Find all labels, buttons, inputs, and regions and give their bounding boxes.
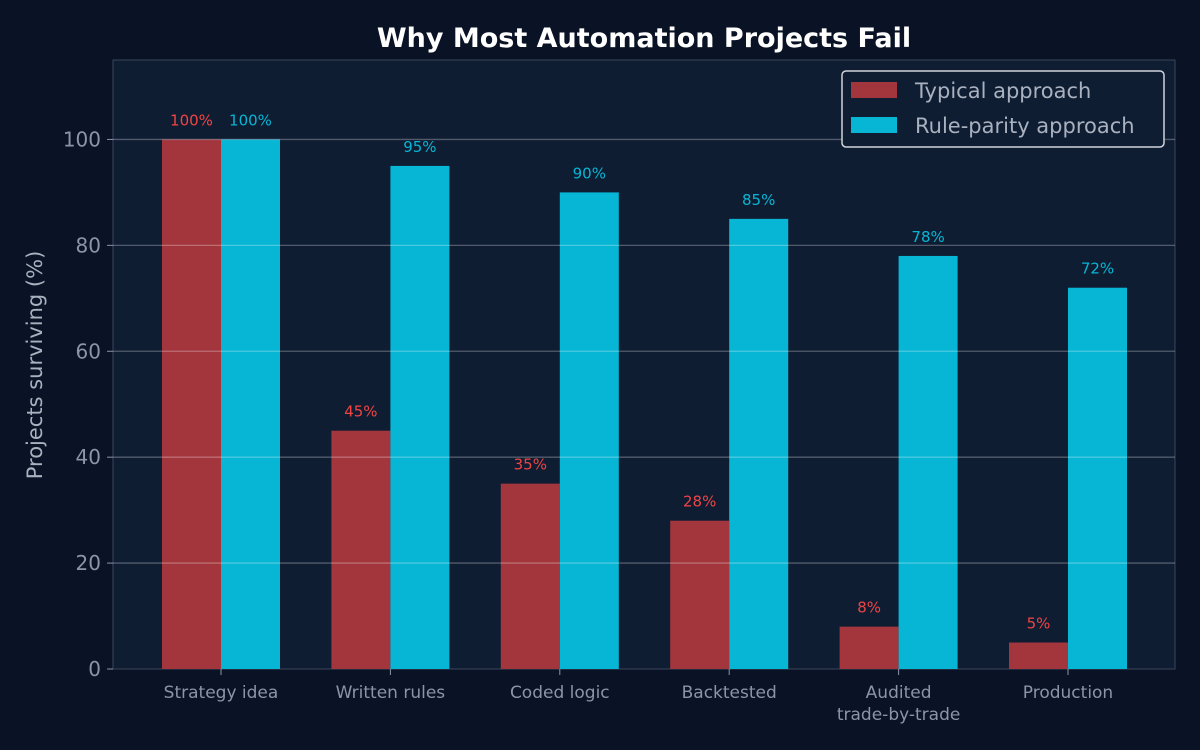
data-label: 78% bbox=[911, 228, 944, 246]
bar-rule-parity-0 bbox=[221, 139, 280, 669]
data-label: 5% bbox=[1027, 615, 1051, 633]
y-tick-label: 20 bbox=[76, 551, 101, 575]
y-tick-label: 40 bbox=[76, 445, 101, 469]
y-tick-label: 80 bbox=[76, 233, 101, 257]
x-tick-label: Strategy idea bbox=[164, 683, 279, 703]
bar-rule-parity-2 bbox=[559, 192, 619, 670]
data-label: 28% bbox=[683, 493, 716, 511]
bar-typical-1 bbox=[331, 430, 391, 669]
bar-typical-2 bbox=[500, 483, 560, 669]
legend: Typical approach Rule-parity approach bbox=[841, 70, 1165, 148]
legend-label-typical: Typical approach bbox=[914, 79, 1091, 103]
x-tick-label: Backtested bbox=[682, 683, 777, 703]
bar-rule-parity-3 bbox=[729, 218, 789, 669]
legend-label-rule-parity: Rule-parity approach bbox=[915, 114, 1135, 138]
y-tick-label: 0 bbox=[88, 657, 101, 681]
data-label: 72% bbox=[1081, 260, 1114, 278]
plot-area bbox=[112, 59, 1176, 670]
y-tick-label: 60 bbox=[76, 339, 101, 363]
data-label: 35% bbox=[514, 456, 547, 474]
bar-typical-4 bbox=[839, 626, 899, 669]
data-label: 85% bbox=[742, 191, 775, 209]
legend-swatch-typical bbox=[851, 82, 897, 98]
y-tick-label: 100 bbox=[63, 127, 101, 151]
legend-swatch-rule-parity bbox=[851, 117, 897, 133]
x-tick-label: Written rules bbox=[336, 683, 446, 703]
x-tick-label: Production bbox=[1023, 683, 1113, 703]
data-label: 95% bbox=[403, 138, 436, 156]
bar-rule-parity-5 bbox=[1068, 287, 1127, 669]
data-label: 100% bbox=[170, 111, 213, 129]
data-label: 90% bbox=[573, 164, 606, 182]
bar-typical-3 bbox=[670, 520, 730, 669]
bar-rule-parity-4 bbox=[898, 255, 958, 669]
data-label: 45% bbox=[344, 403, 377, 421]
data-label: 8% bbox=[857, 599, 881, 617]
y-axis-label: Projects surviving (%) bbox=[23, 251, 47, 480]
bar-typical-5 bbox=[1009, 642, 1068, 669]
x-tick-label: Coded logic bbox=[510, 683, 610, 703]
x-tick-label: Audited trade-by-trade bbox=[837, 683, 960, 725]
bar-rule-parity-1 bbox=[390, 165, 450, 670]
chart-title: Why Most Automation Projects Fail bbox=[377, 23, 911, 54]
data-label: 100% bbox=[229, 111, 272, 129]
bar-typical-0 bbox=[162, 139, 221, 669]
legend-frame bbox=[841, 70, 1165, 148]
